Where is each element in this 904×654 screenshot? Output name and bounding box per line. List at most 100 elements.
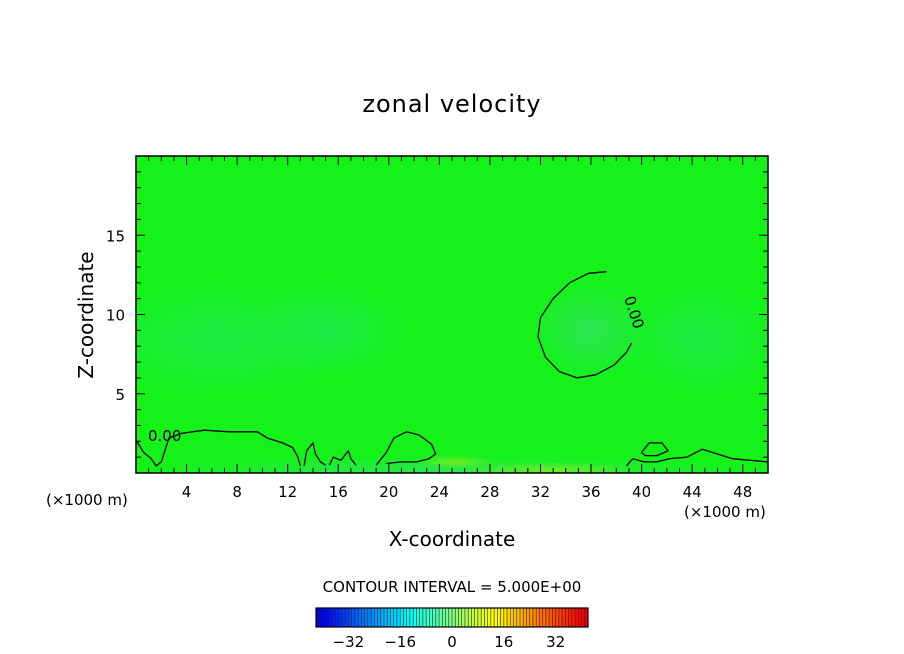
contour-line — [641, 442, 669, 457]
x-tick-label: 12 — [278, 483, 297, 501]
colorbar-cell — [578, 608, 582, 627]
colorbar-cell — [575, 608, 579, 627]
colorbar-cell — [520, 608, 524, 627]
contour-line — [303, 442, 326, 467]
colorbar-cell — [328, 608, 333, 627]
chart-title: zonal velocity — [362, 90, 541, 118]
colorbar-cell — [458, 608, 463, 627]
colorbar-cell — [526, 608, 531, 627]
colorbar-cell — [510, 608, 514, 627]
x-tick-label: 48 — [733, 483, 752, 501]
y-axis-label: Z-coordinate — [74, 251, 98, 378]
contour-line — [136, 429, 301, 467]
colorbar-tick-label: −16 — [384, 633, 416, 651]
contour-label-left: 0.00 — [148, 427, 181, 445]
colorbar-cell — [316, 608, 320, 627]
colorbar-tick-label: −32 — [333, 633, 365, 651]
colorbar-cell — [468, 608, 472, 627]
colorbar-cell — [400, 608, 404, 627]
colorbar-cell — [490, 608, 495, 627]
colorbar-cell — [471, 608, 475, 627]
x-tick-label: 40 — [632, 483, 651, 501]
colorbar-cell — [552, 608, 556, 627]
x-tick-label: 4 — [182, 483, 192, 501]
colorbar-cell — [494, 608, 498, 627]
axis-ticks — [136, 156, 768, 473]
colorbar-cell — [439, 608, 443, 627]
colorbar-cell — [406, 608, 411, 627]
x-tick-label: 36 — [581, 483, 600, 501]
colorbar-cell — [442, 608, 446, 627]
colorbar-cell — [539, 608, 543, 627]
y-tick-label: 10 — [106, 307, 125, 325]
colorbar-cell — [581, 608, 586, 627]
colorbar-cell — [380, 608, 385, 627]
colorbar-cell — [542, 608, 547, 627]
colorbar-cell — [584, 608, 589, 627]
colorbar-cell — [393, 608, 398, 627]
colorbar-cell — [332, 608, 336, 627]
colorbar-cell — [396, 608, 401, 627]
colorbar-cell — [532, 608, 537, 627]
colorbar-cell — [422, 608, 427, 627]
colorbar-cell — [345, 608, 349, 627]
x-tick-label: 44 — [683, 483, 702, 501]
colorbar-tick-label: 32 — [546, 633, 565, 651]
colorbar-cell — [371, 608, 375, 627]
colorbar-cell — [503, 608, 508, 627]
colorbar-cell — [565, 608, 569, 627]
y-tick-label: 15 — [106, 227, 125, 245]
colorbar-cell — [507, 608, 511, 627]
plot-area: 0.00 0.00 — [136, 156, 768, 473]
colorbar-cell — [464, 608, 469, 627]
colorbar-tick-label: 16 — [494, 633, 513, 651]
x-axis-label: X-coordinate — [389, 527, 516, 551]
colorbar-cell — [429, 608, 433, 627]
colorbar-cell — [358, 608, 362, 627]
colorbar-cell — [325, 608, 330, 627]
colorbar-cell — [319, 608, 323, 627]
colorbar-cell — [555, 608, 560, 627]
colorbar-cell — [432, 608, 437, 627]
colorbar-tick-labels: −32 −16 0 16 32 — [333, 633, 566, 651]
colorbar-frame — [315, 607, 589, 628]
colorbar-cell — [571, 608, 576, 627]
colorbar-cell — [455, 608, 459, 627]
y-tick-label: 5 — [115, 386, 125, 404]
colorbar-cell — [413, 608, 417, 627]
field-warm-spot-2 — [415, 455, 495, 469]
colorbar-cell — [335, 608, 339, 627]
colorbar-cell — [562, 608, 566, 627]
colorbar-cell — [351, 608, 356, 627]
colorbar-cell — [568, 608, 573, 627]
x-unit-right: (×1000 m) — [684, 503, 766, 521]
x-tick-label: 8 — [232, 483, 242, 501]
colorbar-cell — [523, 608, 527, 627]
field-blob-mid — [250, 280, 410, 380]
colorbar-cell — [354, 608, 359, 627]
colorbar-cell — [448, 608, 453, 627]
colorbar-cell — [445, 608, 450, 627]
colorbar-cell — [549, 608, 553, 627]
colorbar-cell — [481, 608, 485, 627]
colorbar-cell — [435, 608, 440, 627]
colorbar-cell — [377, 608, 382, 627]
colorbar-cell — [516, 608, 521, 627]
colorbar-cell — [513, 608, 518, 627]
contour-line — [625, 448, 768, 467]
colorbar-cell — [387, 608, 391, 627]
x-tick-label: 32 — [531, 483, 550, 501]
colorbar-tick-label: 0 — [447, 633, 457, 651]
colorbar-cell — [322, 608, 327, 627]
x-unit-left: (×1000 m) — [46, 491, 128, 509]
colorbar-cell — [487, 608, 492, 627]
colorbar-cell — [461, 608, 466, 627]
colorbar — [315, 607, 589, 628]
colorbar-cell — [374, 608, 378, 627]
colorbar-cell — [416, 608, 420, 627]
colorbar-cell — [426, 608, 430, 627]
colorbar-cell — [536, 608, 540, 627]
colorbar-cell — [409, 608, 414, 627]
